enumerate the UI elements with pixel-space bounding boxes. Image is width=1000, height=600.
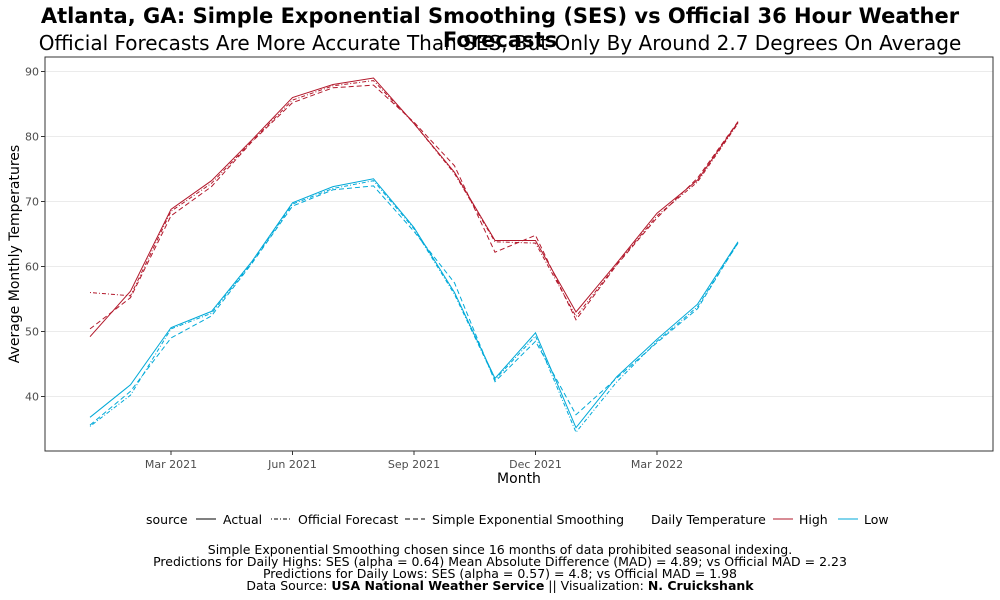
legend-label-official-forecast: Official Forecast [298, 512, 398, 527]
chart-title: Atlanta, GA: Simple Exponential Smoothin… [40, 4, 960, 52]
x-axis: Mar 2021 Jun 2021 Sep 2021 Dec 2021 Mar 2022 [145, 451, 683, 471]
x-tick-label: Mar 2021 [145, 458, 197, 471]
caption-source-prefix: Data Source: [246, 578, 332, 593]
series-line-high-simple-exponential-smoothing [89, 84, 739, 330]
x-tick-label: Mar 2022 [631, 458, 683, 471]
series-line-high-official-forecast [89, 80, 739, 318]
caption-line-3: Predictions for Daily Lows: SES (alpha =… [262, 566, 737, 581]
legend-label-actual: Actual [223, 512, 262, 527]
y-tick-label: 80 [25, 131, 39, 144]
y-tick-label: 60 [25, 261, 39, 274]
series-line-low-simple-exponential-smoothing [89, 185, 739, 426]
caption-source: USA National Weather Service [331, 578, 545, 593]
caption-author: N. Cruickshank [647, 578, 754, 593]
chart-subtitle: Official Forecasts Are More Accurate Tha… [38, 31, 962, 55]
y-tick-label: 90 [25, 66, 39, 79]
caption-line-4: Data Source: USA National Weather Servic… [0, 578, 1000, 593]
caption-line-2: Predictions for Daily Highs: SES (alpha … [153, 554, 847, 569]
legend-label-low: Low [864, 512, 889, 527]
x-tick-label: Dec 2021 [509, 458, 562, 471]
legend-label-ses: Simple Exponential Smoothing [432, 512, 624, 527]
x-axis-title: Month [497, 471, 541, 487]
series-lines [89, 77, 739, 434]
plot-panel-border [44, 56, 994, 452]
legend-label-high: High [799, 512, 828, 527]
caption-line-1: Simple Exponential Smoothing chosen sinc… [207, 542, 793, 557]
y-tick-label: 40 [25, 391, 39, 404]
series-line-high-actual [89, 77, 739, 338]
series-line-low-official-forecast [89, 180, 739, 434]
y-tick-label: 70 [25, 196, 39, 209]
y-tick-label: 50 [25, 326, 39, 339]
x-tick-label: Sep 2021 [388, 458, 440, 471]
legend-temp-title: Daily Temperature [651, 512, 766, 527]
legend-source-title: source [146, 512, 188, 527]
x-tick-label: Jun 2021 [267, 458, 317, 471]
caption-middle: || Visualization: [544, 578, 648, 593]
legend: source Actual Official Forecast Simple E… [146, 512, 889, 527]
grid-lines [45, 71, 993, 397]
y-axis-title: Average Monthly Temperatures [7, 145, 23, 363]
y-axis: 40 50 60 70 80 90 [25, 66, 45, 404]
series-line-low-actual [89, 178, 739, 429]
